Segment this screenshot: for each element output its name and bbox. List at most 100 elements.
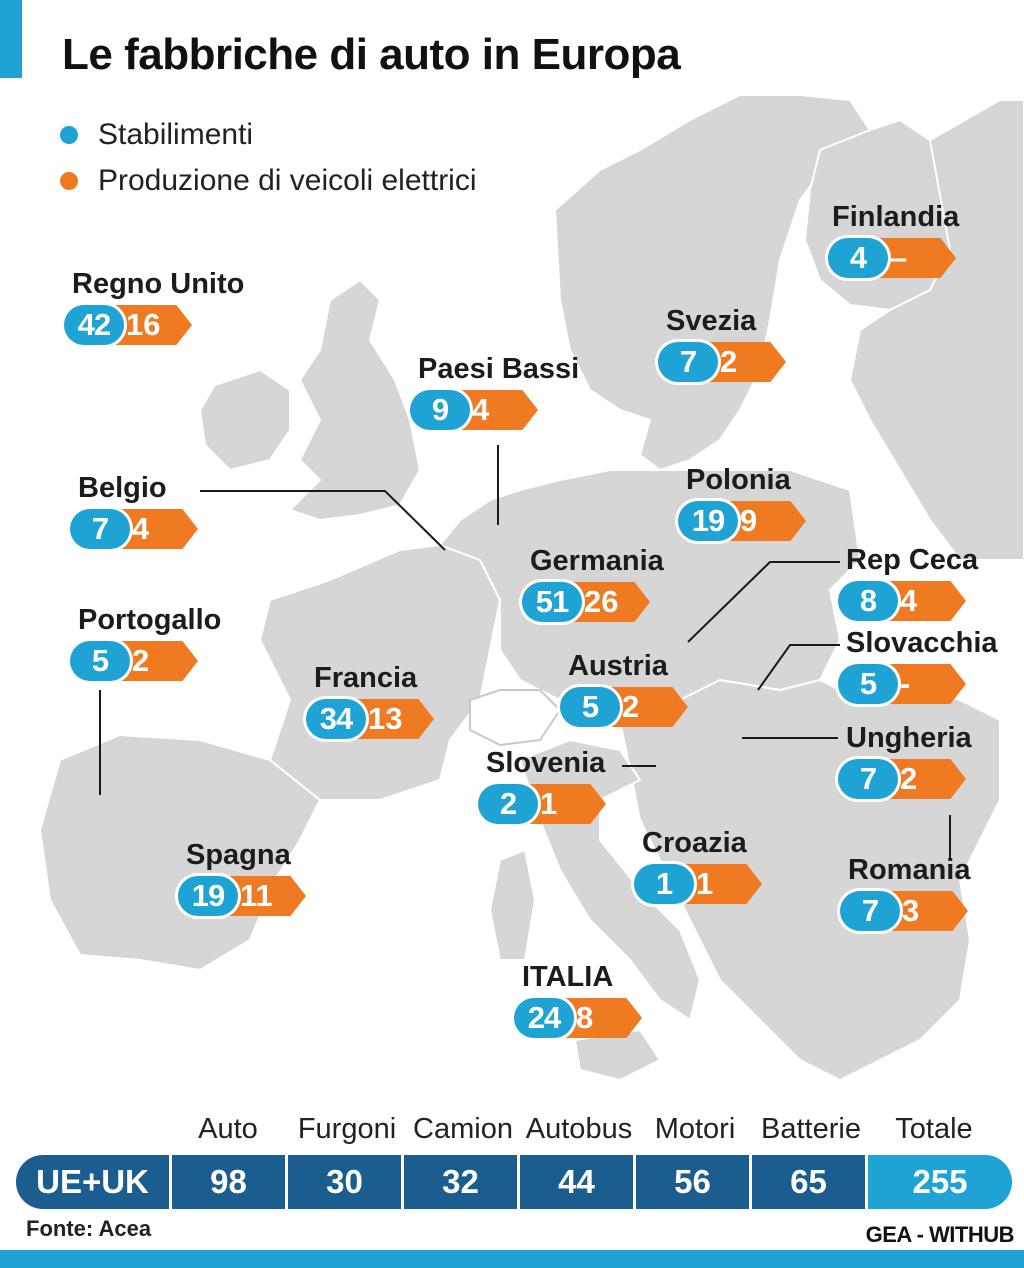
country-name: Paesi Bassi (418, 353, 580, 385)
plants-badge: 7 (70, 509, 130, 549)
leader-rep-ceca (687, 561, 840, 643)
ireland-shape (199, 369, 291, 471)
country-name: Germania (530, 545, 664, 577)
ev-badge: 2 (888, 759, 966, 799)
country-name: Finlandia (832, 201, 960, 233)
summary-value-totale: 255 (868, 1155, 1012, 1209)
country-name: Regno Unito (72, 268, 245, 300)
source-note: Fonte: Acea (26, 1216, 152, 1241)
col-label-autobus: Autobus (525, 1113, 633, 1145)
summary-value-batterie: 65 (752, 1155, 868, 1209)
country-name: Rep Ceca (846, 544, 979, 576)
summary-value-motori: 56 (636, 1155, 752, 1209)
plants-badge: 7 (840, 891, 900, 931)
country-germania: Germania 26 51 (522, 544, 664, 622)
legend-item-ev: Produzione di veicoli elettrici (60, 158, 477, 204)
plants-badge: 42 (64, 305, 124, 345)
plants-badge: 2 (478, 784, 538, 824)
summary-row-label: UE+UK (16, 1155, 172, 1209)
title-accent-bar (0, 0, 22, 78)
country-italia: ITALIA 8 24 (514, 960, 642, 1038)
summary-value-auto: 98 (172, 1155, 288, 1209)
page-title: Le fabbriche di auto in Europa (62, 30, 681, 79)
country-name: Slovenia (486, 747, 606, 779)
ev-badge: 2 (120, 641, 198, 681)
country-spagna: Spagna 11 19 (178, 838, 306, 916)
col-label-totale: Totale (895, 1113, 973, 1145)
country-francia: Francia 13 34 (306, 661, 434, 739)
col-label-auto: Auto (198, 1113, 258, 1145)
plants-badge: 1 (634, 864, 694, 904)
country-name: Polonia (686, 464, 791, 496)
ev-badge: 11 (228, 876, 306, 916)
summary-value-furgoni: 30 (288, 1155, 404, 1209)
plants-badge: 5 (560, 687, 620, 727)
legend: Stabilimenti Produzione di veicoli elett… (60, 112, 477, 204)
legend-item-plants: Stabilimenti (60, 112, 477, 158)
ev-badge: 9 (728, 501, 806, 541)
plants-badge: 19 (678, 501, 738, 541)
country-name: Belgio (78, 472, 167, 504)
legend-dot-ev (60, 172, 78, 190)
ev-badge: - (888, 664, 966, 704)
ev-badge: – (878, 238, 956, 278)
plants-badge: 5 (70, 641, 130, 681)
country-name: Svezia (666, 305, 757, 337)
ev-badge: 16 (114, 305, 192, 345)
ev-badge: 3 (890, 891, 968, 931)
eastern-edge-shape (849, 99, 1024, 561)
plants-badge: 34 (306, 699, 366, 739)
plants-badge: 8 (838, 581, 898, 621)
sardinia-shape (489, 849, 536, 961)
col-label-motori: Motori (654, 1113, 736, 1145)
ev-badge: 1 (528, 784, 606, 824)
col-label-furgoni: Furgoni (297, 1113, 397, 1145)
country-name: Austria (568, 650, 668, 682)
great-britain-shape (289, 279, 421, 521)
legend-label-ev: Produzione di veicoli elettrici (98, 164, 477, 197)
ev-badge: 1 (684, 864, 762, 904)
ev-badge: 4 (888, 581, 966, 621)
leader-slovacchia (757, 644, 840, 691)
legend-dot-plants (60, 126, 78, 144)
col-label-batterie: Batterie (761, 1113, 861, 1145)
country-name: Croazia (642, 827, 747, 859)
summary-column-labels: Auto Furgoni Camion Autobus Motori Batte… (0, 1113, 1024, 1149)
ev-badge: 26 (572, 582, 650, 622)
plants-badge: 4 (828, 238, 888, 278)
ev-badge: 2 (610, 687, 688, 727)
summary-value-camion: 32 (404, 1155, 520, 1209)
ev-badge: 4 (460, 390, 538, 430)
ev-badge: 8 (564, 998, 642, 1038)
country-slovacchia: Slovacchia -5 (838, 626, 998, 704)
summary-value-autobus: 44 (520, 1155, 636, 1209)
country-name: Slovacchia (846, 627, 998, 659)
ev-badge: 4 (120, 509, 198, 549)
switzerland-shape (469, 689, 562, 747)
ev-badge: 2 (708, 342, 786, 382)
country-name: ITALIA (522, 961, 614, 993)
col-label-camion: Camion (413, 1113, 513, 1145)
country-name: Romania (848, 854, 971, 886)
plants-badge: 19 (178, 876, 238, 916)
bottom-accent-bar (0, 1250, 1024, 1268)
country-name: Portogallo (78, 604, 222, 636)
ev-badge: 13 (356, 699, 434, 739)
plants-badge: 24 (514, 998, 574, 1038)
country-name: Francia (314, 662, 418, 694)
legend-label-plants: Stabilimenti (98, 118, 254, 151)
country-name: Ungheria (846, 722, 972, 754)
plants-badge: 5 (838, 664, 898, 704)
credit: GEA - WITHUB (865, 1222, 1015, 1247)
country-name: Spagna (186, 839, 291, 871)
